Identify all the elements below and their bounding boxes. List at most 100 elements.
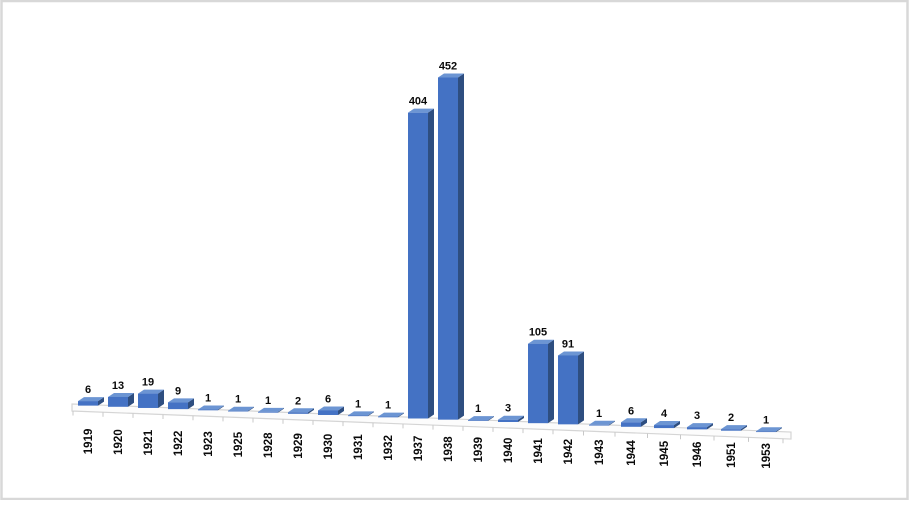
value-label-1925: 1 xyxy=(235,394,241,406)
bar-side-1946 xyxy=(707,423,713,430)
bar-top-1951 xyxy=(721,425,747,430)
bar-1943 xyxy=(589,424,609,426)
x-axis-label-1953: 1953 xyxy=(761,443,773,469)
bar-1923 xyxy=(198,409,218,411)
bar-side-1941 xyxy=(548,339,554,424)
bar-1928 xyxy=(258,411,278,413)
value-label-1943: 1 xyxy=(596,408,602,420)
bar-side-1942 xyxy=(578,351,584,425)
value-label-1937: 404 xyxy=(409,96,428,108)
x-axis-label-1951: 1951 xyxy=(726,442,738,468)
bar-side-1944 xyxy=(641,418,647,427)
value-label-1945: 4 xyxy=(661,408,668,420)
x-axis-label-1940: 1940 xyxy=(503,438,515,464)
x-axis-label-1938: 1938 xyxy=(443,436,455,462)
bar-top-1921 xyxy=(138,389,164,394)
bar-top-1945 xyxy=(654,421,680,426)
value-label-1932: 1 xyxy=(385,400,391,412)
x-axis-label-1945: 1945 xyxy=(659,440,671,466)
bar-1931 xyxy=(348,415,368,417)
bar-1944 xyxy=(621,422,641,427)
value-label-1931: 1 xyxy=(355,398,361,410)
x-axis-label-1929: 1929 xyxy=(293,433,305,459)
value-label-1944: 6 xyxy=(628,405,634,417)
bar-side-1925 xyxy=(248,406,254,412)
value-label-1938: 452 xyxy=(439,61,457,73)
x-axis-label-1939: 1939 xyxy=(473,437,485,463)
bar-1920 xyxy=(108,396,128,407)
bar-top-1932 xyxy=(378,412,404,417)
bar-1939 xyxy=(468,420,488,421)
bar-top-1928 xyxy=(258,407,284,412)
x-axis-label-1920: 1920 xyxy=(113,429,125,455)
value-label-1941: 105 xyxy=(529,327,547,339)
x-axis-label-1922: 1922 xyxy=(173,431,185,457)
bar-top-1943 xyxy=(589,420,615,425)
x-axis-label-1942: 1942 xyxy=(563,439,575,465)
bar-1942 xyxy=(558,355,578,425)
value-label-1923: 1 xyxy=(205,393,211,405)
bar-side-1939 xyxy=(488,416,494,421)
bar-side-1945 xyxy=(674,421,680,429)
bar-1940 xyxy=(498,419,518,423)
bar-side-1922 xyxy=(188,398,194,410)
bar-top-1946 xyxy=(687,423,713,428)
x-axis-label-1932: 1932 xyxy=(383,435,395,461)
bar-top-1931 xyxy=(348,411,374,416)
bar-side-1932 xyxy=(398,412,404,418)
bar-side-1928 xyxy=(278,407,284,413)
bar-top-1919 xyxy=(78,397,104,402)
x-axis-label-1946: 1946 xyxy=(692,442,704,468)
x-axis-label-1930: 1930 xyxy=(323,434,335,460)
x-axis-label-1923: 1923 xyxy=(203,431,215,457)
bar-side-1943 xyxy=(609,420,615,426)
bar-1932 xyxy=(378,416,398,418)
bar-side-1937 xyxy=(428,108,434,419)
bar-side-1938 xyxy=(458,73,464,420)
x-axis-label-1925: 1925 xyxy=(233,431,245,457)
bar-1921 xyxy=(138,393,158,408)
x-axis-label-1943: 1943 xyxy=(594,440,606,466)
bar-1925 xyxy=(228,410,248,412)
bar-side-1929 xyxy=(308,408,314,414)
bar-side-1919 xyxy=(98,397,104,406)
bar-side-1951 xyxy=(741,425,747,431)
x-axis-label-1928: 1928 xyxy=(263,432,275,458)
bar-side-1931 xyxy=(368,411,374,417)
bar-side-1940 xyxy=(518,415,524,423)
bar-side-1923 xyxy=(218,405,224,411)
bar-1929 xyxy=(288,412,308,414)
value-label-1928: 1 xyxy=(265,395,271,407)
bar-1941 xyxy=(528,343,548,424)
bar-top-1939 xyxy=(468,416,494,421)
bar-1938 xyxy=(438,77,458,420)
x-axis-label-1944: 1944 xyxy=(626,440,638,466)
value-label-1942: 91 xyxy=(562,338,574,350)
value-label-1930: 6 xyxy=(325,393,331,405)
bar-1946 xyxy=(687,427,707,430)
bar-top-1922 xyxy=(168,398,194,403)
value-label-1929: 2 xyxy=(295,395,301,407)
value-label-1922: 9 xyxy=(175,385,181,397)
bar-top-1944 xyxy=(621,418,647,423)
bar-1919 xyxy=(78,401,98,406)
x-axis-floor xyxy=(71,403,792,440)
value-label-1946: 3 xyxy=(694,410,700,422)
bar-1953 xyxy=(756,431,776,433)
bar-top-1941 xyxy=(528,339,554,344)
bar-side-1920 xyxy=(128,392,134,407)
x-axis-label-1921: 1921 xyxy=(143,429,155,455)
value-label-1920: 13 xyxy=(112,380,124,392)
bar-top-1940 xyxy=(498,415,524,420)
bar-side-1953 xyxy=(776,427,782,433)
x-axis-label-1919: 1919 xyxy=(83,429,95,455)
value-label-1921: 19 xyxy=(142,377,154,389)
bar-1922 xyxy=(168,402,188,410)
bar-top-1930 xyxy=(318,406,344,411)
value-label-1919: 6 xyxy=(85,384,91,396)
bar-1951 xyxy=(721,429,741,431)
bar-top-1920 xyxy=(108,392,134,397)
bar-side-1921 xyxy=(158,389,164,408)
